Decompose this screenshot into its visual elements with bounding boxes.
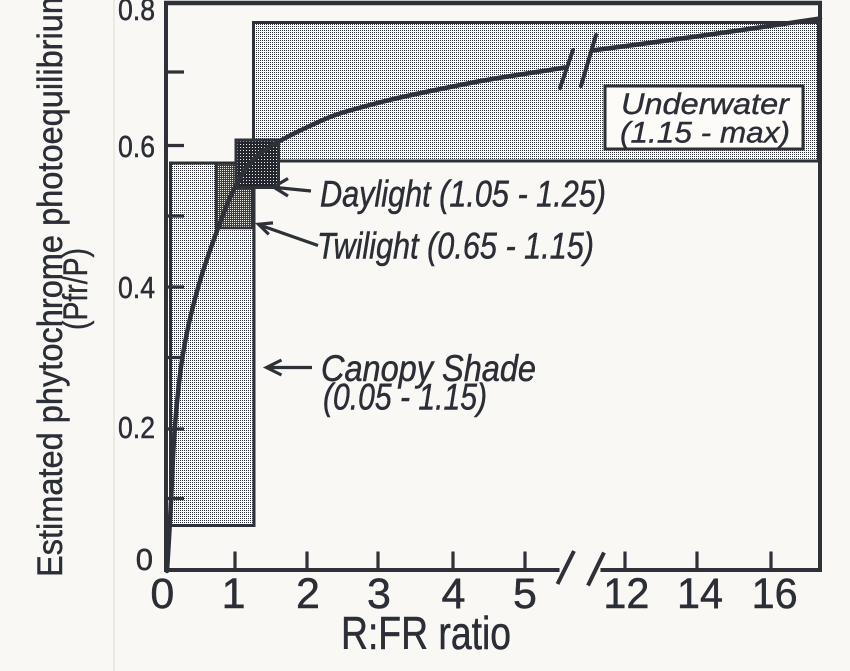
svg-text:0.4: 0.4 — [118, 270, 155, 305]
svg-text:0: 0 — [150, 570, 174, 618]
svg-text:5: 5 — [513, 570, 537, 618]
svg-text:12: 12 — [603, 570, 649, 618]
svg-text:16: 16 — [752, 570, 798, 618]
svg-text:Estimated phytochrome photoequ: Estimated phytochrome photoequilibrium — [31, 0, 70, 577]
svg-text:4: 4 — [442, 570, 466, 618]
svg-text:Twilight (0.65 - 1.15): Twilight (0.65 - 1.15) — [317, 226, 594, 267]
svg-text:Canopy Shade: Canopy Shade — [321, 348, 536, 389]
svg-text:R:FR ratio: R:FR ratio — [341, 607, 511, 659]
svg-text:Underwater: Underwater — [621, 88, 790, 121]
svg-text:3: 3 — [367, 570, 391, 618]
svg-text:(Pfr/P): (Pfr/P) — [57, 248, 95, 330]
svg-text:0.6: 0.6 — [118, 129, 155, 164]
svg-text:1: 1 — [222, 570, 246, 618]
svg-text:2: 2 — [296, 570, 320, 618]
svg-text:0: 0 — [136, 542, 153, 577]
svg-text:(1.15 - max): (1.15 - max) — [620, 117, 790, 150]
svg-text:Daylight (1.05 - 1.25): Daylight (1.05 - 1.25) — [320, 174, 606, 215]
svg-text:14: 14 — [677, 570, 723, 618]
svg-text:(0.05 - 1.15): (0.05 - 1.15) — [323, 377, 487, 418]
svg-text:0.8: 0.8 — [118, 0, 155, 27]
svg-text:0.2: 0.2 — [118, 410, 155, 445]
